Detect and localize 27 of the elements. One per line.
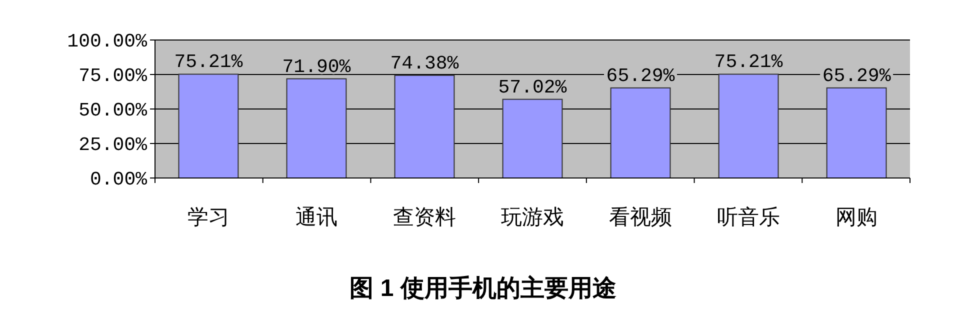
x-tick-label: 学习 bbox=[187, 206, 230, 229]
y-tick-label: 25.00% bbox=[78, 134, 148, 156]
bar bbox=[394, 74, 455, 178]
data-label: 75.21% bbox=[714, 51, 784, 74]
bar bbox=[610, 87, 671, 178]
text: 图 1 使用手机的主要用途 bbox=[350, 274, 616, 302]
data-label: 71.90% bbox=[282, 56, 352, 78]
bar bbox=[826, 87, 887, 178]
data-label: 75.21% bbox=[174, 51, 244, 74]
y-tick-label: 0.00% bbox=[90, 168, 148, 191]
data-label: 65.29% bbox=[822, 64, 892, 87]
y-tick-label: 75.00% bbox=[78, 65, 148, 88]
bar bbox=[502, 98, 563, 178]
y-tick-label: 50.00% bbox=[78, 100, 148, 122]
bar bbox=[178, 74, 239, 178]
x-tick-label: 看视频 bbox=[609, 206, 672, 229]
x-tick-label: 听音乐 bbox=[717, 206, 780, 229]
data-label: 57.02% bbox=[498, 76, 568, 98]
data-label: 65.29% bbox=[606, 64, 676, 87]
x-tick-label: 查资料 bbox=[392, 206, 456, 229]
x-tick-label: 玩游戏 bbox=[501, 206, 564, 229]
x-tick-label: 网购 bbox=[836, 206, 878, 229]
bar bbox=[286, 78, 347, 178]
bar bbox=[718, 74, 779, 178]
x-tick-label: 通讯 bbox=[295, 206, 338, 229]
data-label: 74.38% bbox=[390, 52, 460, 74]
y-tick-label: 100.00% bbox=[67, 30, 148, 53]
